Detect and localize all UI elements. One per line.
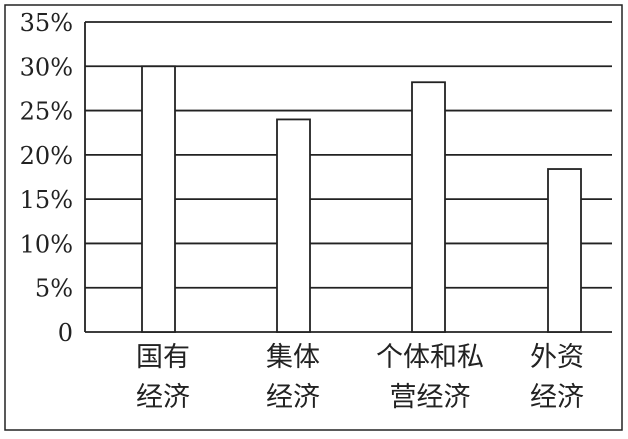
bar [411, 81, 446, 333]
x-tick-label: 经济 [266, 382, 320, 413]
outer-frame [4, 4, 623, 431]
x-tick-label: 经济 [530, 382, 584, 413]
x-tick-label: 个体和私 [376, 342, 484, 373]
bar [276, 118, 311, 333]
y-tick-label: 15% [20, 186, 73, 214]
y-tick-label: 0 [58, 319, 73, 347]
y-tick-label: 5% [35, 275, 73, 303]
y-tick-label: 10% [20, 230, 73, 258]
y-tick-label: 35% [20, 9, 73, 37]
x-tick-label: 国有 [136, 342, 190, 373]
x-tick-label: 经济 [136, 382, 190, 413]
bar [547, 168, 582, 333]
y-tick-label: 30% [20, 53, 73, 81]
y-tick-label: 20% [20, 142, 73, 170]
x-tick-label: 外资 [530, 342, 584, 373]
x-tick-label: 营经济 [390, 382, 471, 413]
y-tick-label: 25% [20, 98, 73, 126]
x-tick-label: 集体 [266, 342, 320, 373]
bar [141, 65, 176, 333]
